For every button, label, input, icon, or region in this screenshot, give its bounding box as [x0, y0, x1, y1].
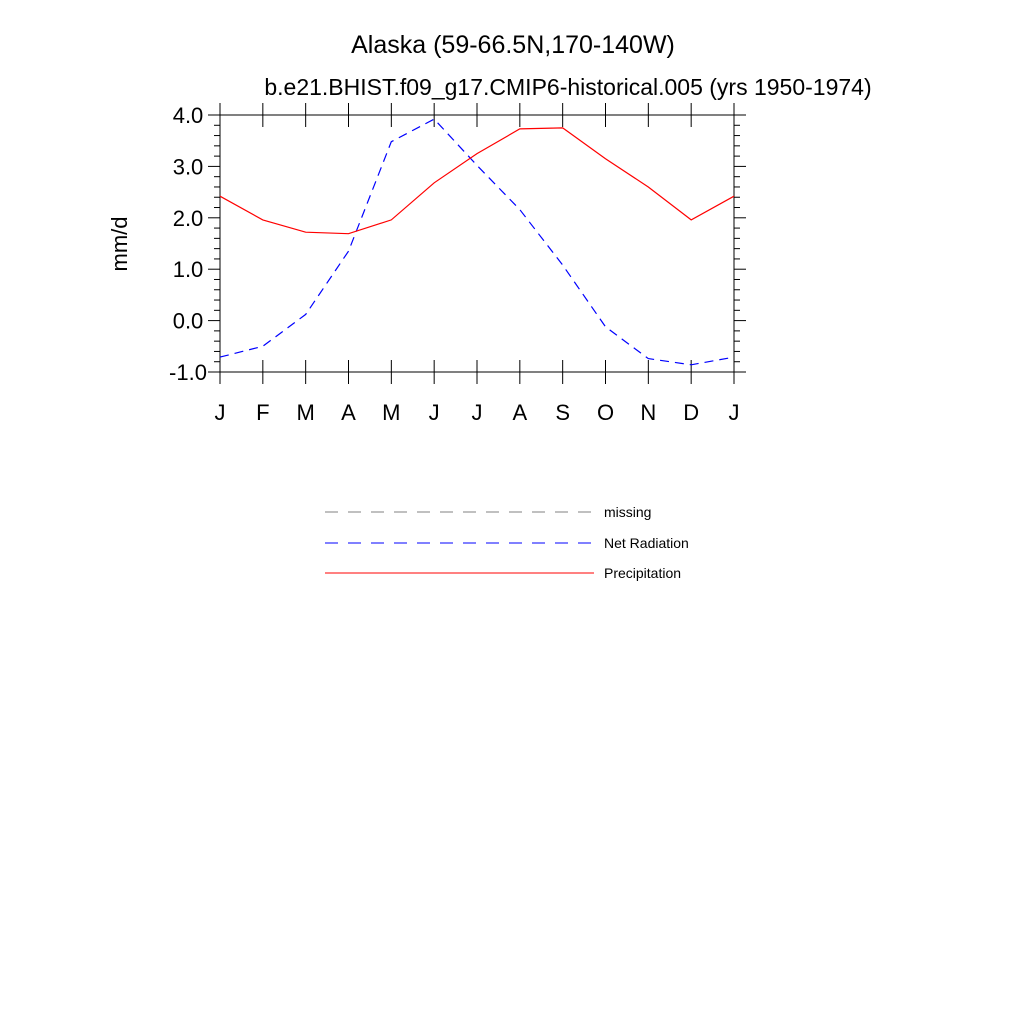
series-line-net-radiation	[219, 118, 735, 366]
axis-ticks	[208, 103, 746, 384]
y-axis-label: mm/d	[107, 217, 132, 272]
x-tick-label: A	[341, 400, 356, 425]
y-tick-labels: 4.0 3.0 2.0 1.0 0.0 -1.0	[169, 103, 207, 385]
legend-label: Precipitation	[604, 565, 681, 581]
legend-label: missing	[604, 504, 651, 520]
x-tick-label: A	[512, 400, 527, 425]
x-tick-label: M	[297, 400, 315, 425]
x-tick-label: M	[382, 400, 400, 425]
x-tick-label: D	[683, 400, 699, 425]
y-tick-label: 0.0	[173, 309, 204, 334]
x-tick-label: N	[640, 400, 656, 425]
x-tick-label: S	[555, 400, 570, 425]
y-tick-label: 2.0	[173, 206, 204, 231]
legend: missing Net Radiation Precipitation	[325, 504, 689, 581]
series-layer	[219, 118, 735, 366]
x-tick-label: J	[472, 400, 483, 425]
y-tick-label: 1.0	[173, 257, 204, 282]
x-tick-label: J	[429, 400, 440, 425]
chart-subtitle: b.e21.BHIST.f09_g17.CMIP6-historical.005…	[264, 74, 871, 100]
series-line-precipitation	[219, 127, 735, 235]
x-tick-label: J	[729, 400, 740, 425]
legend-label: Net Radiation	[604, 535, 689, 551]
y-tick-label: 4.0	[173, 103, 204, 128]
x-tick-label: J	[215, 400, 226, 425]
y-tick-label: -1.0	[169, 360, 207, 385]
x-tick-label: O	[597, 400, 614, 425]
chart-title: Alaska (59-66.5N,170-140W)	[351, 31, 675, 59]
x-tick-label: F	[256, 400, 269, 425]
y-tick-label: 3.0	[173, 154, 204, 179]
